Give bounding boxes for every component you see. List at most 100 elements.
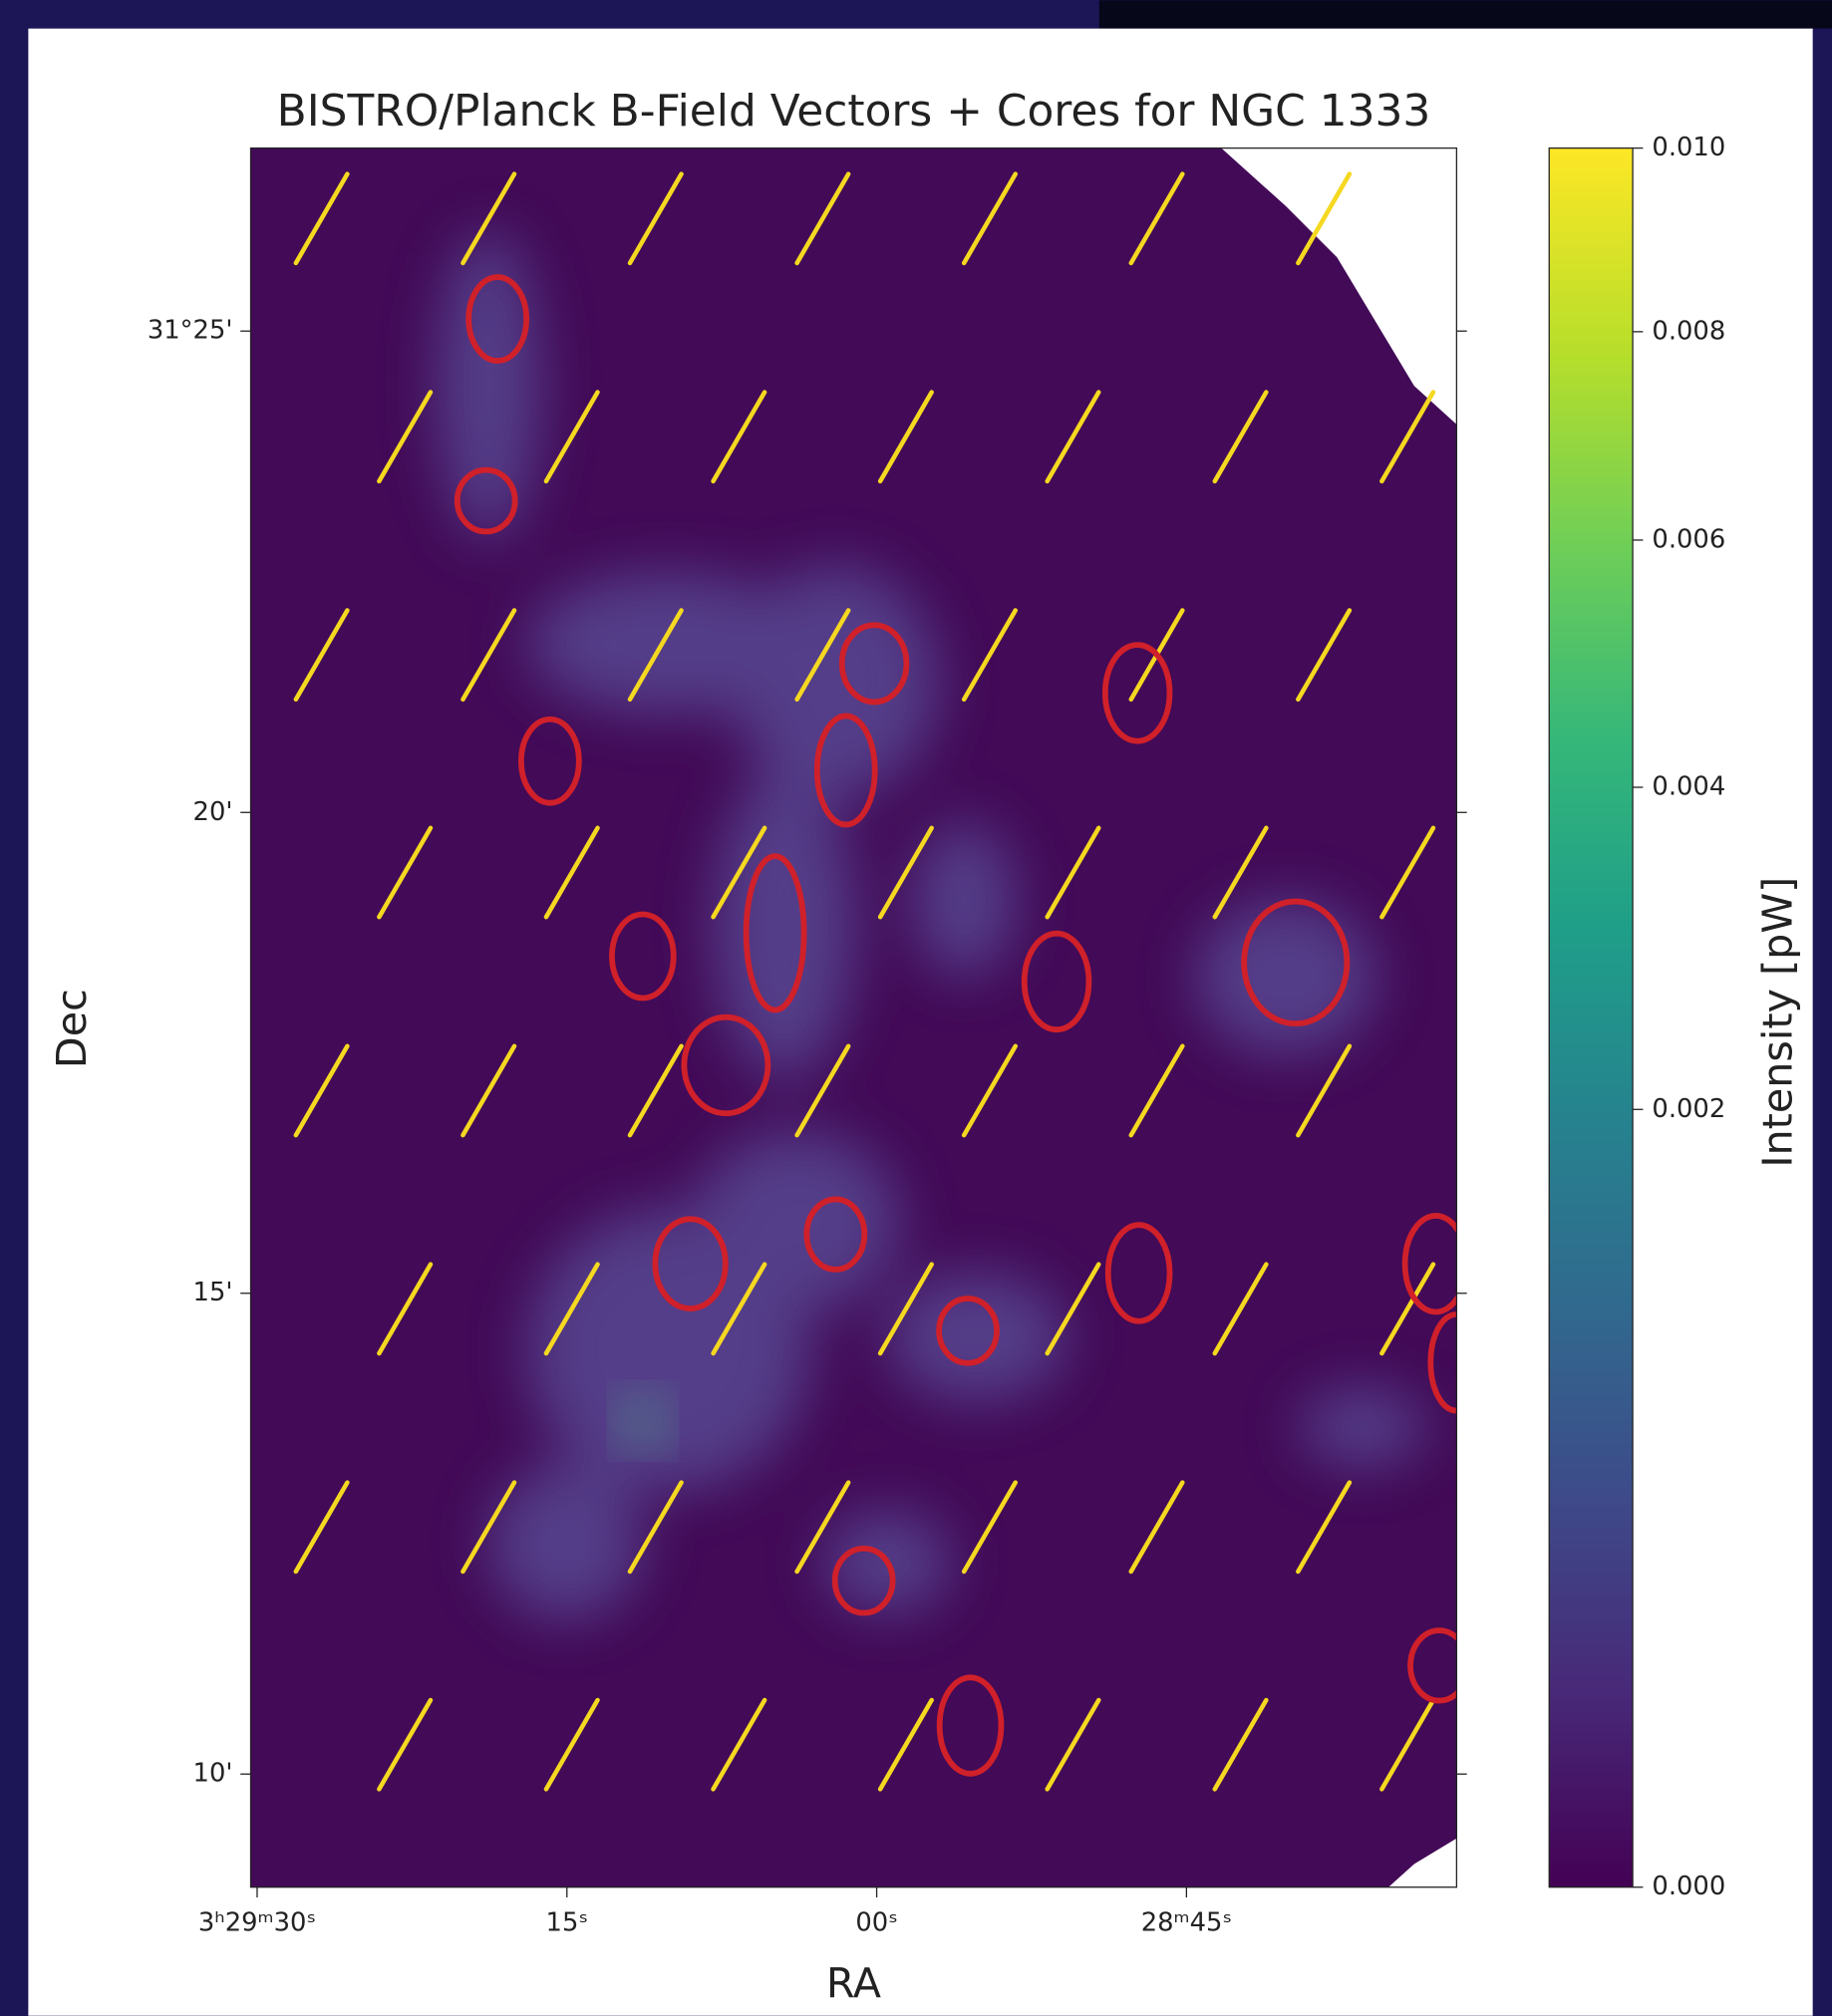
planck-vector	[293, 1043, 350, 1138]
core	[1407, 1627, 1457, 1704]
planck-vector	[543, 390, 600, 484]
core	[1101, 642, 1173, 744]
planck-vector	[877, 390, 934, 484]
plot-frame	[249, 146, 1458, 1888]
planck-vector	[1296, 1480, 1353, 1575]
planck-vector	[794, 1043, 851, 1138]
planck-vector	[1128, 171, 1185, 266]
core	[803, 1196, 868, 1273]
y-tick-label: 15'	[193, 1278, 233, 1307]
planck-vector	[377, 1697, 434, 1792]
planck-vector	[1296, 1043, 1353, 1138]
plot-area	[250, 147, 1457, 1887]
core	[1021, 930, 1092, 1033]
planck-vector	[543, 1262, 600, 1356]
planck-vector	[460, 1480, 517, 1575]
planck-vector	[460, 171, 517, 266]
planck-vector	[961, 1043, 1018, 1138]
planck-vector	[627, 171, 684, 266]
core	[1104, 1222, 1173, 1324]
core	[465, 274, 530, 364]
planck-vector	[794, 1480, 851, 1575]
planck-vector	[1379, 825, 1436, 920]
intensity-map	[437, 231, 1427, 1620]
no-data-region	[1388, 1838, 1457, 1887]
x-tick-label: 00ˢ	[855, 1907, 897, 1937]
planck-vector	[1128, 1043, 1185, 1138]
axes: 3ʰ29ᵐ30ˢ 15ˢ 00ˢ 28ᵐ45ˢ 31°25' 20' 15' 10' 0.000…	[148, 133, 1725, 1937]
planck-vector	[961, 171, 1018, 266]
x-axis-label: RA	[826, 1959, 881, 2007]
colorbar-tick-label: 0.002	[1652, 1094, 1725, 1124]
planck-vector	[877, 1697, 934, 1792]
colorbar-tick-label: 0.008	[1652, 316, 1725, 346]
core	[518, 716, 582, 806]
y-tick-label: 31°25'	[148, 316, 233, 346]
colorbar-label: Intensity [pW]	[1753, 877, 1801, 1168]
colorbar-tick-label: 0.004	[1652, 772, 1725, 802]
core	[454, 466, 518, 535]
cores	[454, 274, 1457, 1777]
planck-vector	[1212, 1262, 1269, 1356]
x-tick-label: 3ʰ29ᵐ30ˢ	[198, 1907, 316, 1937]
planck-vector	[543, 825, 600, 920]
chart-title: BISTRO/Planck B-Field Vectors + Cores fo…	[277, 86, 1431, 137]
core	[743, 853, 807, 1013]
planck-vector	[1379, 390, 1436, 484]
planck-vector	[1045, 825, 1101, 920]
core	[1241, 898, 1351, 1027]
planck-vector	[293, 608, 350, 703]
bright-spot	[624, 1399, 661, 1442]
planck-vector	[711, 1262, 767, 1356]
planck-vector	[543, 1697, 600, 1792]
colorbar-tick-label: 0.010	[1652, 133, 1725, 162]
planck-vector	[711, 1697, 767, 1792]
core	[936, 1674, 1005, 1777]
core	[1401, 1213, 1457, 1315]
planck-vector	[1296, 608, 1353, 703]
colorbar-tick-label: 0.000	[1652, 1872, 1725, 1901]
core	[609, 911, 677, 1002]
core	[936, 1296, 1000, 1366]
planck-vector	[460, 1043, 517, 1138]
planck-vector	[1212, 1697, 1269, 1792]
y-tick-label: 10'	[193, 1759, 233, 1789]
planck-vector	[627, 1043, 684, 1138]
planck-vector	[961, 1480, 1018, 1575]
planck-vector	[961, 608, 1018, 703]
core	[652, 1216, 729, 1311]
planck-vector	[627, 608, 684, 703]
planck-vector	[293, 171, 350, 266]
core	[813, 713, 878, 828]
planck-vector	[1212, 825, 1269, 920]
planck-vector	[627, 1480, 684, 1575]
planck-vector	[1128, 1480, 1185, 1575]
colorbar-tick-label: 0.006	[1652, 524, 1725, 554]
planck-vector	[377, 1262, 434, 1356]
planck-vector	[1296, 171, 1353, 266]
colorbar	[1548, 146, 1634, 1888]
planck-vector	[377, 825, 434, 920]
core	[838, 622, 910, 706]
no-data-region	[1221, 147, 1457, 425]
planck-vector	[377, 390, 434, 484]
planck-vector	[794, 608, 851, 703]
x-tick-label: 28ᵐ45ˢ	[1141, 1907, 1232, 1937]
planck-vector	[877, 825, 934, 920]
vectors	[293, 171, 1436, 1792]
planck-vector	[877, 1262, 934, 1356]
planck-vector	[794, 171, 851, 266]
planck-vector	[1379, 1262, 1436, 1356]
planck-vector	[711, 825, 767, 920]
planck-vector	[1212, 390, 1269, 484]
planck-vector	[1379, 1697, 1436, 1792]
y-tick-label: 20'	[193, 797, 233, 827]
planck-vector	[1045, 1262, 1101, 1356]
planck-vector	[460, 608, 517, 703]
planck-vector	[1045, 390, 1101, 484]
core	[831, 1545, 896, 1616]
x-tick-label: 15ˢ	[546, 1907, 588, 1937]
y-axis-label: Dec	[48, 989, 96, 1068]
